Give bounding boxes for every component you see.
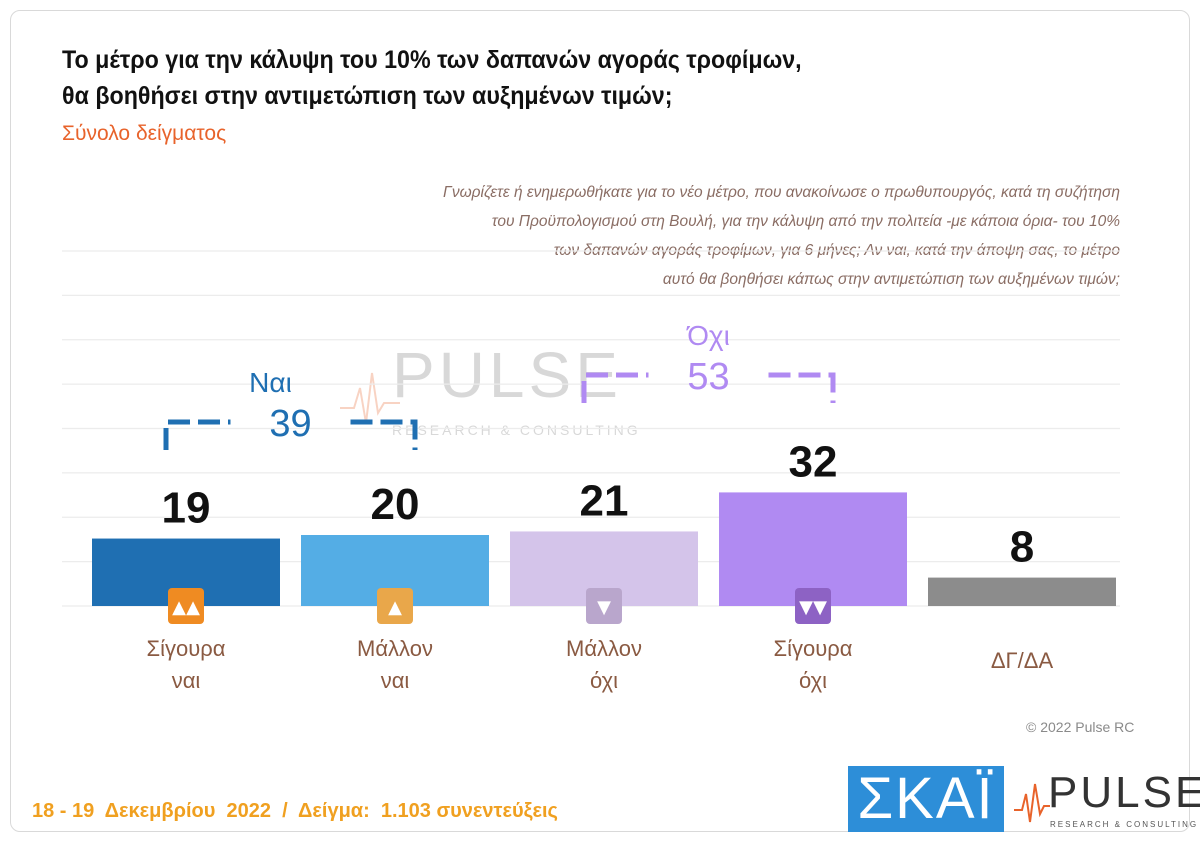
bar xyxy=(928,577,1116,606)
footer-survey-info: 18 - 19 Δεκεμβρίου 2022 / Δείγμα: 1.103 … xyxy=(32,800,558,822)
tick-label: Σίγουρα xyxy=(774,636,853,661)
group-label: Ναι xyxy=(249,367,292,398)
thumb-up-glyph: ▲ xyxy=(186,597,200,618)
chart-subtitle: Σύνολο δείγματος xyxy=(62,122,227,145)
tick-label: όχι xyxy=(799,668,827,693)
pulse-logo: PULSE RESEARCH & CONSULTING xyxy=(1014,768,1200,834)
tick-label: Μάλλον xyxy=(357,636,433,661)
title-line-2: θα βοηθήσει στην αντιμετώπιση των αυξημέ… xyxy=(62,82,673,110)
data-label: 20 xyxy=(371,480,420,529)
tick-label: ΔΓ/ΔΑ xyxy=(991,648,1054,673)
pulse-wave-logo-icon xyxy=(1014,783,1050,823)
tick-label: ναι xyxy=(172,668,201,693)
group-label: Όχι xyxy=(686,320,730,351)
question-line-4: αυτό θα βοηθήσει κάπως στην αντιμετώπιση… xyxy=(662,271,1120,288)
group-bracket xyxy=(163,419,418,450)
tick-label: ναι xyxy=(381,668,410,693)
copyright-text: © 2022 Pulse RC xyxy=(1026,719,1135,735)
group-total: 39 xyxy=(269,403,311,445)
group-total: 53 xyxy=(687,356,729,398)
thumb-down-glyph: ▼ xyxy=(799,597,813,618)
tick-label: Σίγουρα xyxy=(147,636,226,661)
bar xyxy=(719,492,907,606)
thumb-up-glyph: ▲ xyxy=(388,597,402,618)
question-text: Γνωρίζετε ή ενημερωθήκατε για το νέο μέτ… xyxy=(240,178,1120,294)
double-thumbs-down-icon xyxy=(795,588,831,624)
tick-label: Μάλλον xyxy=(566,636,642,661)
thumb-up-glyph: ▲ xyxy=(172,597,186,618)
pulse-logo-subtext: RESEARCH & CONSULTING xyxy=(1050,820,1199,829)
thumbs-up-icon xyxy=(377,588,413,624)
question-line-1: Γνωρίζετε ή ενημερωθήκατε για το νέο μέτ… xyxy=(443,184,1120,201)
title-line-1: Το μέτρο για την κάλυψη του 10% των δαπα… xyxy=(62,46,802,74)
data-label: 19 xyxy=(162,484,211,533)
pulse-logo-text: PULSE xyxy=(1048,768,1200,817)
data-label: 8 xyxy=(1010,523,1034,572)
skai-logo: ΣΚΑΪ xyxy=(848,766,1004,832)
thumb-down-glyph: ▼ xyxy=(813,597,827,618)
tick-label: όχι xyxy=(590,668,618,693)
question-line-2: του Προϋπολογισμού στη Βουλή, για την κά… xyxy=(491,213,1120,230)
data-label: 21 xyxy=(580,476,629,525)
group-bracket xyxy=(581,372,836,403)
data-label: 32 xyxy=(789,437,838,486)
thumbs-down-icon xyxy=(586,588,622,624)
chart-title: Το μέτρο για την κάλυψη του 10% των δαπα… xyxy=(62,42,992,114)
double-thumbs-up-icon xyxy=(168,588,204,624)
thumb-down-glyph: ▼ xyxy=(597,597,611,618)
